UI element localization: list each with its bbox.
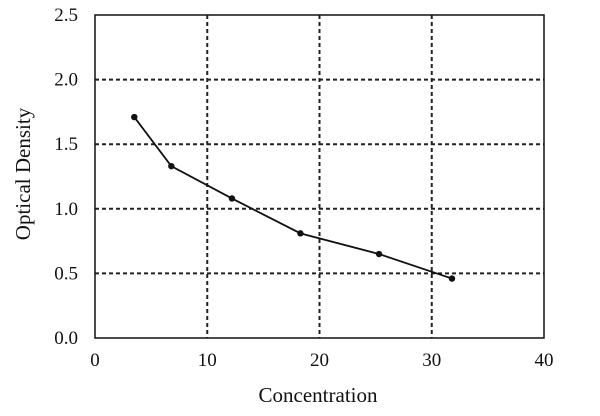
data-point-1 (168, 162, 175, 170)
x-tick-label-20: 20 (310, 350, 329, 371)
y-axis-ticks: 0.0 0.5 1.0 1.5 2.0 2.5 (54, 5, 78, 349)
x-tick-label-30: 30 (422, 350, 441, 371)
y-tick-label-1.5: 1.5 (54, 134, 78, 155)
y-tick-label-1.0: 1.0 (54, 199, 78, 220)
y-tick-label-2.5: 2.5 (54, 5, 78, 26)
data-point-3 (297, 230, 304, 237)
x-axis-title: Concentration (259, 383, 378, 407)
y-tick-label-0.5: 0.5 (54, 263, 78, 284)
x-tick-label-0: 0 (90, 350, 100, 371)
data-point-0 (131, 113, 138, 121)
y-axis-title: Optical Density (11, 107, 35, 240)
data-point-2 (228, 195, 236, 202)
x-axis-ticks: 0 10 20 30 40 (90, 350, 553, 371)
data-series (131, 113, 456, 282)
x-tick-label-40: 40 (535, 350, 554, 371)
plot-area-frame (94, 14, 545, 339)
series-line-0 (133, 116, 453, 280)
data-point-4 (375, 250, 383, 258)
y-tick-label-0.0: 0.0 (54, 328, 78, 349)
data-point-5 (448, 275, 456, 282)
y-tick-label-2.0: 2.0 (54, 70, 78, 91)
x-tick-label-10: 10 (198, 350, 217, 371)
grid-lines (95, 15, 544, 338)
